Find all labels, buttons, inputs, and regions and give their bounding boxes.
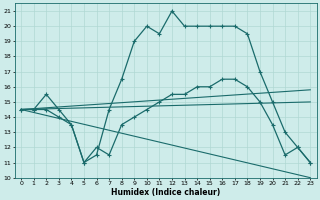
X-axis label: Humidex (Indice chaleur): Humidex (Indice chaleur) (111, 188, 220, 197)
